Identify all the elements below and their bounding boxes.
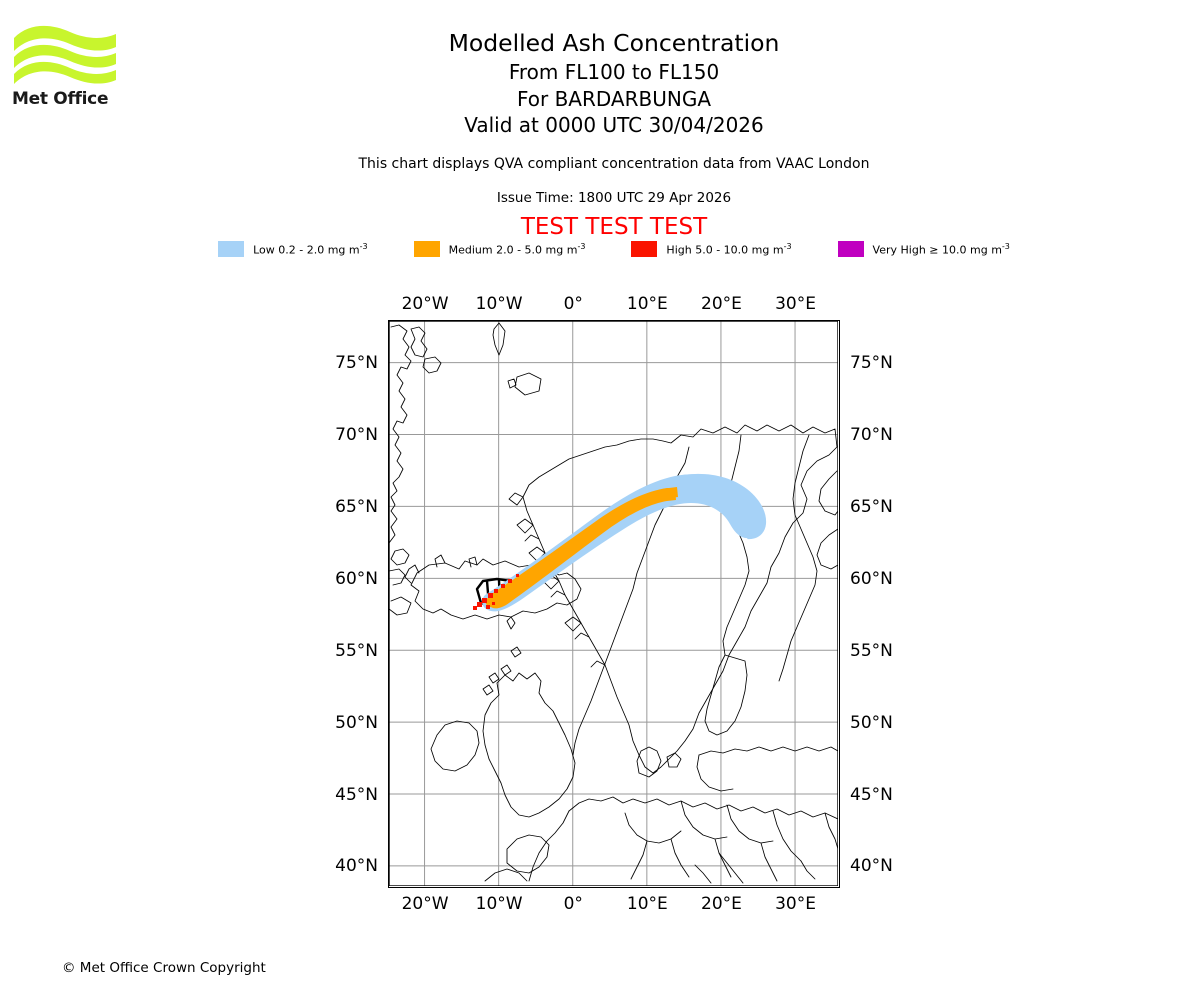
issue-time-label: Issue Time: 1800 UTC 29 Apr 2026: [496, 190, 732, 206]
legend-medium-swatch: [413, 241, 440, 257]
ytick-left-50°N: 50°N: [335, 712, 378, 733]
title-flight-levels: From FL100 to FL150: [508, 60, 720, 84]
legend-low: Low 0.2 - 2.0 mg m-3: [218, 241, 368, 257]
plume-high-patches: [473, 574, 519, 610]
met-office-wordmark: Met Office: [12, 89, 109, 109]
ytick-left-60°N: 60°N: [335, 568, 378, 589]
ytick-right-40°N: 40°N: [850, 856, 893, 877]
copyright-notice: © Met Office Crown Copyright: [62, 960, 266, 976]
legend-very-high: Very High ≥ 10.0 mg m-3: [837, 241, 1010, 257]
ytick-right-55°N: 55°N: [850, 640, 893, 661]
coastlines-and-borders: [389, 322, 838, 884]
legend-medium-label: Medium 2.0 - 5.0 mg m-3: [448, 241, 586, 257]
xtick-bottom-10°W: 10°W: [475, 894, 523, 914]
map-plot-area: [388, 320, 840, 888]
test-banner: TEST TEST TEST: [520, 214, 708, 240]
ash-concentration-map: [388, 320, 840, 888]
title-volcano: For BARDARBUNGA: [516, 86, 712, 111]
ytick-right-65°N: 65°N: [850, 496, 893, 517]
ytick-right-50°N: 50°N: [850, 712, 893, 733]
xtick-top-0°: 0°: [563, 294, 583, 314]
map-canvas: [389, 321, 838, 886]
ash-plume: [473, 473, 767, 612]
ytick-left-45°N: 45°N: [335, 784, 378, 805]
ytick-left-55°N: 55°N: [335, 640, 378, 661]
plume-medium-core-thick: [488, 488, 676, 609]
ytick-left-75°N: 75°N: [335, 353, 378, 374]
ytick-left-40°N: 40°N: [335, 856, 378, 877]
legend-medium: Medium 2.0 - 5.0 mg m-3: [413, 241, 586, 257]
ytick-right-45°N: 45°N: [850, 784, 893, 805]
ytick-left-70°N: 70°N: [335, 425, 378, 446]
xtick-top-20°E: 20°E: [701, 294, 742, 314]
page-title: Modelled Ash Concentration: [448, 29, 780, 57]
chart-title-block: Modelled Ash Concentration From FL100 to…: [0, 28, 1200, 139]
plume-low-band: [482, 474, 761, 612]
xtick-top-20°W: 20°W: [401, 294, 449, 314]
xtick-bottom-20°W: 20°W: [401, 894, 449, 914]
legend-very-high-swatch: [837, 241, 864, 257]
legend-high: High 5.0 - 10.0 mg m-3: [631, 241, 792, 257]
ytick-right-60°N: 60°N: [850, 568, 893, 589]
legend-high-swatch: [631, 241, 658, 257]
ytick-right-75°N: 75°N: [850, 353, 893, 374]
legend-high-label: High 5.0 - 10.0 mg m-3: [666, 241, 792, 257]
ytick-left-65°N: 65°N: [335, 496, 378, 517]
xtick-bottom-20°E: 20°E: [701, 894, 742, 914]
legend-low-swatch: [218, 241, 245, 257]
xtick-top-10°W: 10°W: [475, 294, 523, 314]
met-office-wave-mark: [14, 25, 116, 84]
xtick-bottom-30°E: 30°E: [775, 894, 816, 914]
map-gridlines: [389, 321, 838, 886]
xtick-top-30°E: 30°E: [775, 294, 816, 314]
xtick-bottom-10°E: 10°E: [626, 894, 668, 914]
plume-low-head: [673, 473, 767, 540]
met-office-logo: Met Office: [12, 20, 132, 115]
legend-low-label: Low 0.2 - 2.0 mg m-3: [253, 241, 368, 257]
xtick-bottom-0°: 0°: [563, 894, 583, 914]
title-valid-time: Valid at 0000 UTC 30/04/2026: [464, 113, 764, 137]
ytick-right-70°N: 70°N: [850, 425, 893, 446]
map-border: [389, 321, 838, 886]
xtick-top-10°E: 10°E: [626, 294, 668, 314]
legend-very-high-label: Very High ≥ 10.0 mg m-3: [872, 241, 1010, 257]
concentration-legend: Low 0.2 - 2.0 mg m-3 Medium 2.0 - 5.0 mg …: [0, 241, 1200, 257]
qva-compliance-note: This chart displays QVA compliant concen…: [358, 156, 870, 172]
